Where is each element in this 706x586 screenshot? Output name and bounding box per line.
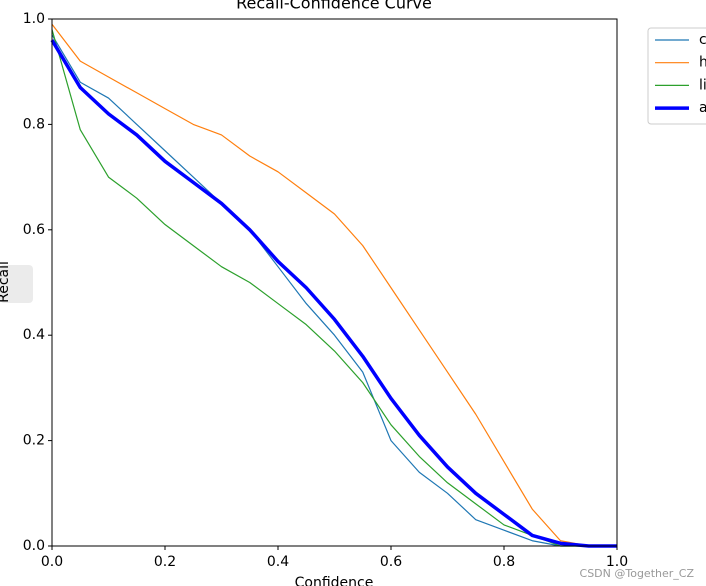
overlay-button[interactable] (0, 265, 33, 303)
chart-title: Recall-Confidence Curve (236, 0, 432, 13)
legend: ch li a (655, 32, 706, 116)
y-axis-label: Recall (0, 261, 12, 303)
legend-box (647, 27, 706, 125)
y-tick-label: 0.0 (23, 538, 45, 554)
y-tick-label: 0.6 (23, 222, 45, 238)
x-tick-label: 0.8 (493, 554, 515, 570)
axes-frame (51, 18, 618, 547)
x-axis-label: Confidence (295, 575, 374, 586)
series-line (50, 39, 617, 548)
x-tick-label: 0.6 (380, 554, 402, 570)
x-tick-label: 0.2 (154, 554, 176, 570)
series-line (51, 29, 617, 547)
y-tick-label: 0.4 (23, 327, 45, 343)
y-tick-label: 1.0 (23, 11, 45, 27)
y-tick-label: 0.8 (23, 116, 45, 132)
legend-label: c (699, 32, 706, 48)
legend-label: h (699, 55, 706, 71)
series-line (51, 34, 617, 547)
series-line (51, 23, 617, 547)
legend-label: a (699, 100, 706, 116)
watermark: CSDN @Together_CZ (580, 567, 695, 580)
plot-area (50, 23, 617, 548)
legend-label: li (699, 77, 706, 93)
x-tick-label: 0.4 (267, 554, 289, 570)
x-tick-label: 1.0 (606, 554, 628, 570)
x-tick-label: 0.0 (41, 554, 63, 570)
y-tick-label: 0.2 (23, 433, 45, 449)
